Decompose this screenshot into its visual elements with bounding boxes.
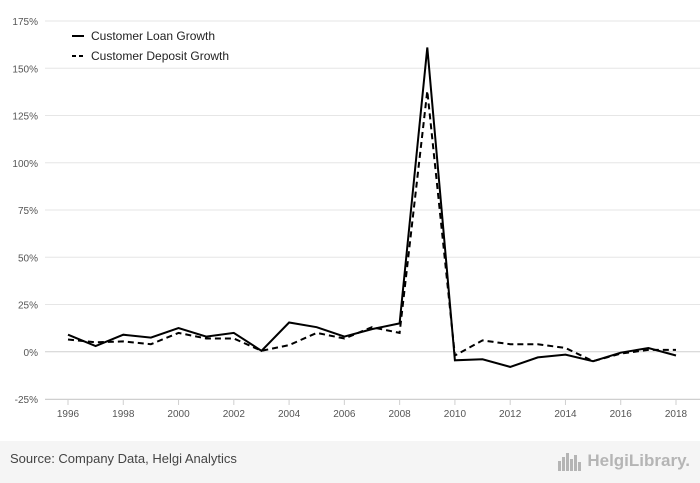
x-tick-label: 2012 <box>499 409 522 420</box>
x-tick-label: 1998 <box>112 409 135 420</box>
city-skyline-icon <box>558 453 582 471</box>
x-tick-label: 2016 <box>610 409 633 420</box>
y-tick-label: 0% <box>24 348 39 359</box>
helgi-library-logo[interactable]: HelgiLibrary. <box>557 449 690 473</box>
y-tick-label: 125% <box>12 112 38 123</box>
x-tick-label: 2008 <box>389 409 412 420</box>
y-tick-label: 25% <box>18 301 38 312</box>
y-tick-label: 150% <box>12 64 38 75</box>
y-tick-label: -25% <box>15 395 38 406</box>
logo-text: HelgiLibrary. <box>587 451 690 470</box>
y-tick-label: 175% <box>12 17 38 28</box>
gridlines <box>45 20 700 400</box>
source-text: Source: Company Data, Helgi Analytics <box>10 451 237 466</box>
x-tick-label: 2010 <box>444 409 467 420</box>
series-lines <box>67 47 677 368</box>
y-tick-label: 100% <box>12 159 38 170</box>
series-line-deposit-growth <box>67 90 676 363</box>
chart: 175% 150% 125% 100% 75% 50% 25% 0% -25% 1996 1998… <box>12 17 700 420</box>
y-tick-label: 75% <box>18 206 38 217</box>
x-axis: 1996 1998 2000 2002 2004 2006 2008 2010 2012 2014… <box>45 399 700 420</box>
y-tick-label: 50% <box>18 253 38 264</box>
legend-label: Customer Loan Growth <box>91 29 215 43</box>
x-tick-label: 2000 <box>167 409 190 420</box>
x-tick-label: 2018 <box>665 409 688 420</box>
x-tick-label: 1996 <box>57 409 80 420</box>
legend-label: Customer Deposit Growth <box>91 49 229 63</box>
x-tick-label: 2006 <box>333 409 356 420</box>
footer: Source: Company Data, Helgi Analytics He… <box>0 441 700 483</box>
x-tick-label: 2004 <box>278 409 301 420</box>
y-axis: 175% 150% 125% 100% 75% 50% 25% 0% -25% <box>12 17 38 406</box>
x-tick-label: 2014 <box>554 409 577 420</box>
legend: Customer Loan Growth Customer Deposit Gro… <box>72 29 229 63</box>
x-tick-label: 2002 <box>223 409 246 420</box>
series-line-loan-growth <box>67 47 677 368</box>
